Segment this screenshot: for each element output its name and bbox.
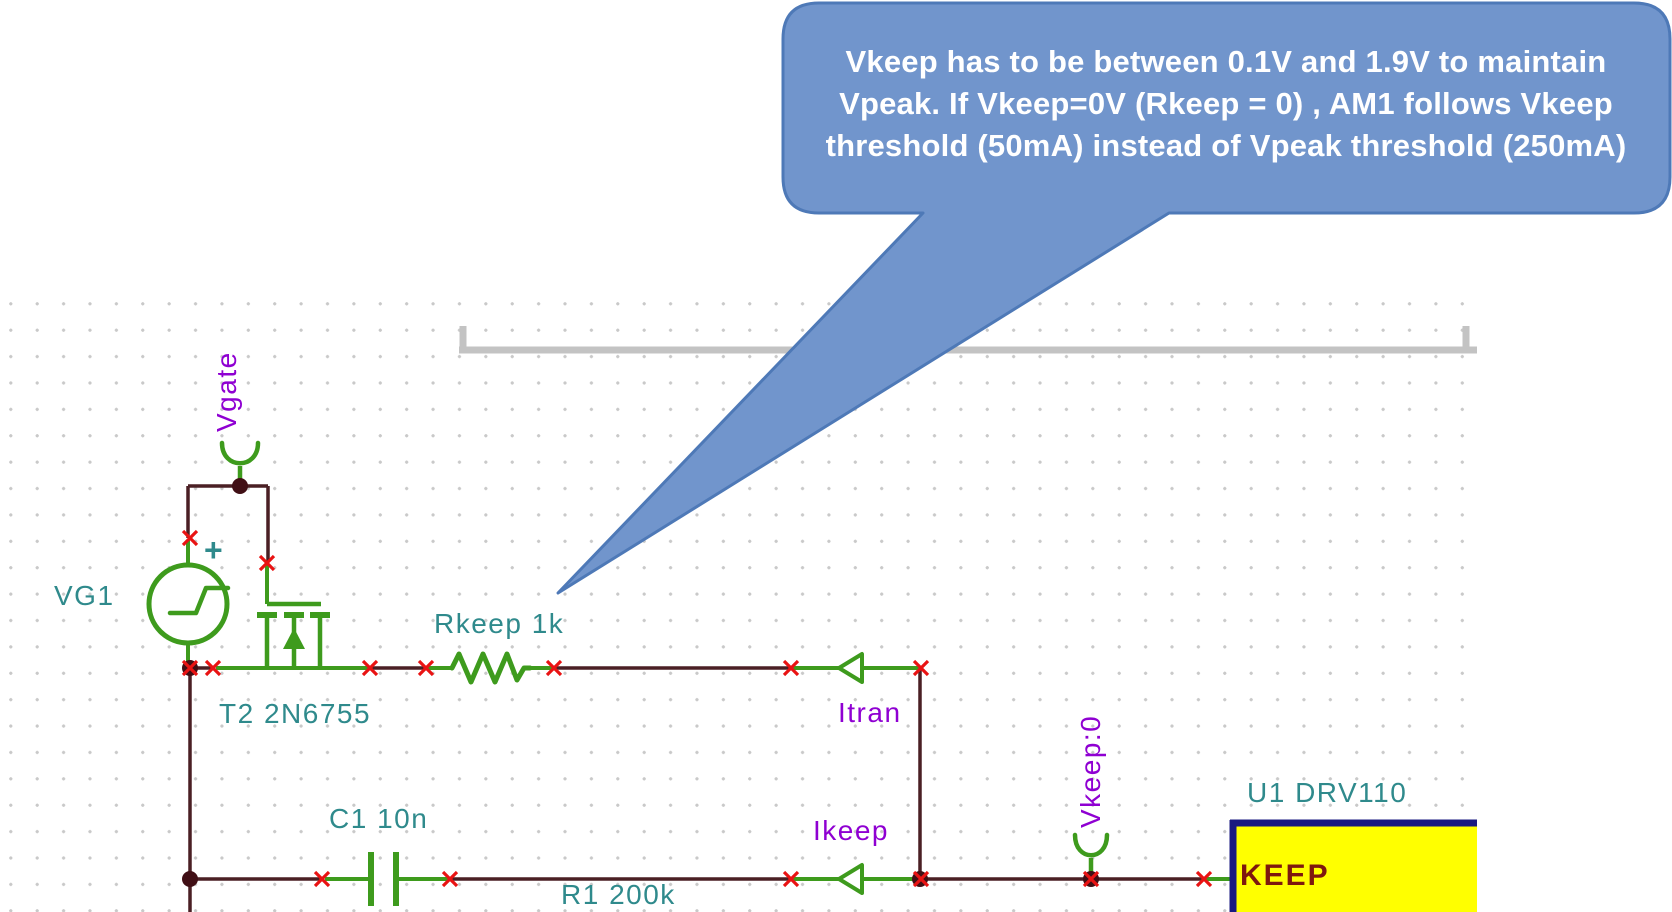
gray-block-bracket[interactable] bbox=[459, 326, 1477, 354]
vg1-voltage-source[interactable] bbox=[146, 562, 231, 646]
r1-label[interactable]: R1 200k bbox=[561, 879, 676, 910]
rkeep-resistor[interactable] bbox=[449, 651, 533, 685]
rkeep-label[interactable]: Rkeep 1k bbox=[434, 608, 565, 639]
vgate-label[interactable]: Vgate bbox=[211, 351, 242, 432]
t2-label[interactable]: T2 2N6755 bbox=[219, 698, 372, 729]
callout-line: Vpeak. If Vkeep=0V (Rkeep = 0) , AM1 fol… bbox=[839, 86, 1613, 121]
callout-text: Vkeep has to be between 0.1V and 1.9V to… bbox=[795, 41, 1657, 167]
c1-label[interactable]: C1 10n bbox=[329, 803, 429, 834]
ikeep-label[interactable]: Ikeep bbox=[813, 815, 889, 846]
vg1-label[interactable]: VG1 bbox=[54, 580, 115, 611]
callout-line: Vkeep has to be between 0.1V and 1.9V to… bbox=[845, 44, 1607, 79]
body-diode-arrow-icon bbox=[283, 628, 305, 649]
vg1-plus-sign: + bbox=[204, 532, 223, 568]
c1-capacitor[interactable] bbox=[368, 852, 399, 906]
callout-line: threshold (50mA) instead of Vpeak thresh… bbox=[825, 128, 1627, 163]
step-waveform-icon bbox=[167, 585, 231, 616]
callout-balloon[interactable] bbox=[556, 1, 1672, 595]
itran-current-arrow[interactable] bbox=[837, 652, 864, 684]
u1-label[interactable]: U1 DRV110 bbox=[1247, 777, 1408, 808]
connection-x-marks bbox=[181, 529, 1213, 888]
t2-mosfet[interactable] bbox=[257, 601, 330, 668]
u1-drv110-ic[interactable] bbox=[1229, 819, 1477, 912]
ikeep-current-arrow[interactable] bbox=[837, 863, 864, 895]
vkeep-label[interactable]: Vkeep:0 bbox=[1075, 714, 1106, 828]
keep-pin-label: KEEP bbox=[1240, 859, 1330, 892]
itran-label[interactable]: Itran bbox=[838, 697, 902, 728]
schematic-grid bbox=[0, 296, 1477, 912]
